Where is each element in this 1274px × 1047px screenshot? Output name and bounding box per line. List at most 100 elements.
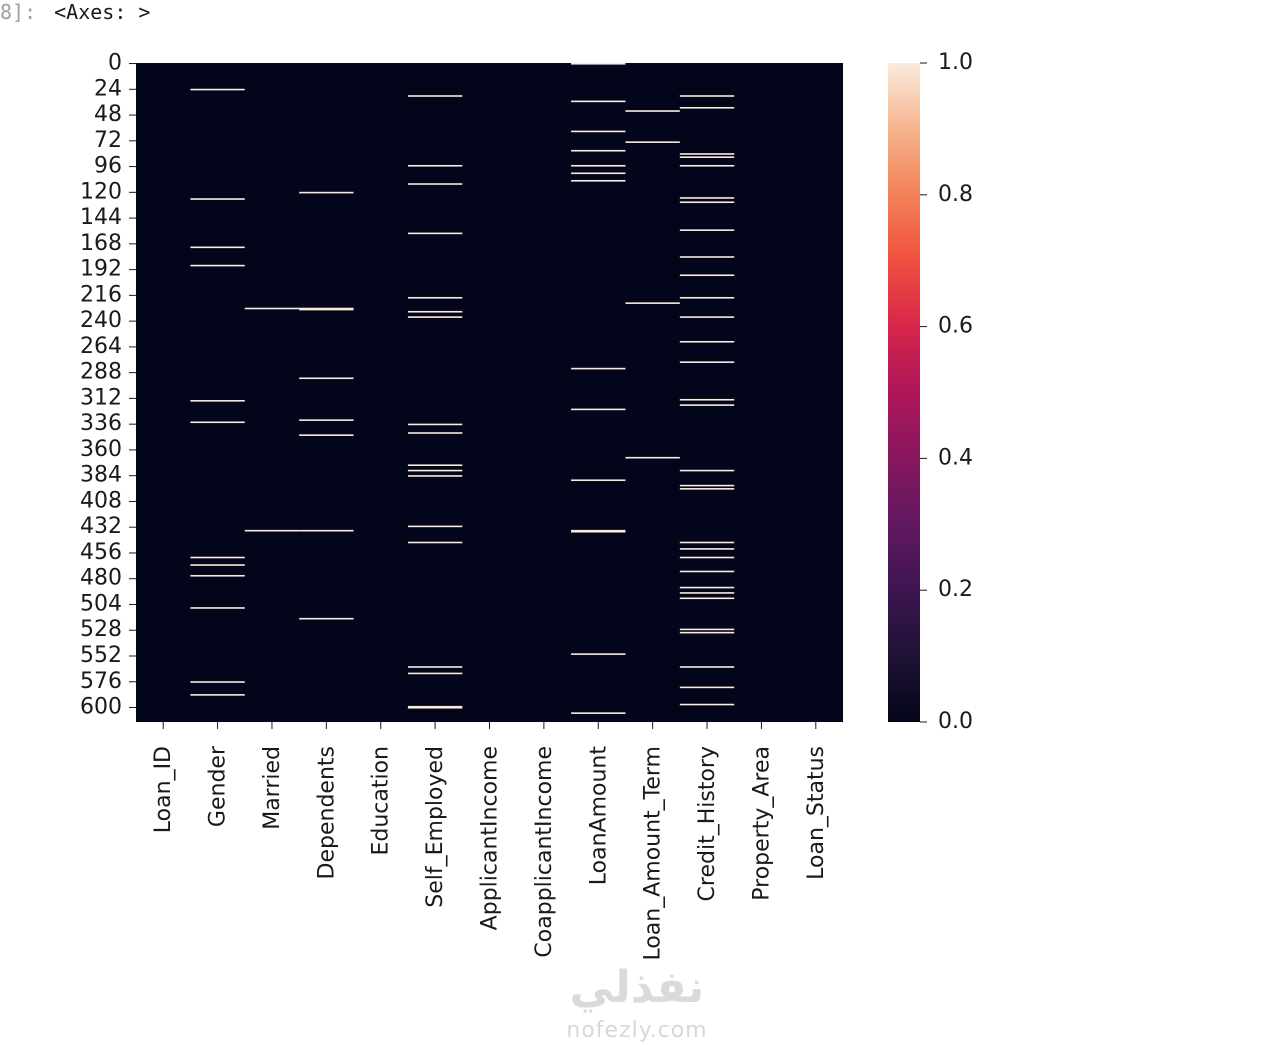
missing-cell-credit-history: [679, 586, 735, 589]
x-tick-label-loan-id: Loan_ID: [151, 746, 176, 833]
colorbar: 0.0 0.2 0.4 0.6 0.8 1.0: [888, 50, 973, 734]
missing-cell-loan-amount-term: [625, 110, 680, 112]
missing-cell-credit-history: [679, 274, 735, 277]
y-tick-label: 504: [80, 591, 122, 616]
missing-cell-gender: [190, 556, 245, 559]
y-tick-label: 96: [94, 154, 122, 179]
y-tick-label: 192: [80, 257, 122, 282]
missing-cell-loanamount: [571, 712, 626, 714]
missing-cell-loanamount: [571, 179, 626, 182]
missing-cell-gender: [190, 564, 245, 566]
missing-cell-gender: [190, 574, 245, 577]
missing-cell-self-employed: [407, 432, 463, 434]
missing-cell-gender: [190, 264, 245, 267]
missing-cell-credit-history: [679, 316, 735, 318]
y-tick-label: 552: [80, 643, 122, 668]
missing-cell-self-employed: [407, 666, 463, 668]
missing-cell-loanamount: [571, 130, 626, 133]
x-tick-label-gender: Gender: [206, 745, 231, 827]
missing-cell-credit-history: [679, 548, 735, 550]
missing-cell-self-employed: [407, 423, 463, 426]
missing-cell-credit-history: [679, 256, 735, 258]
colorbar-tick-label: 0.4: [938, 445, 973, 470]
colorbar-gradient: [888, 63, 920, 722]
y-tick-label: 360: [80, 437, 122, 462]
x-tick-label-dependents: Dependents: [314, 746, 339, 879]
missing-cell-credit-history: [679, 398, 735, 401]
missing-cell-self-employed: [407, 310, 463, 313]
missing-cell-self-employed: [407, 672, 463, 675]
missing-cell-credit-history: [679, 164, 735, 167]
missing-cell-loan-amount-term: [625, 302, 680, 304]
y-tick-label: 384: [80, 463, 122, 488]
missing-cell-self-employed: [407, 525, 463, 528]
missing-cell-credit-history: [679, 296, 735, 299]
x-tick-label-loanamount: LoanAmount: [586, 746, 611, 886]
missing-cell-credit-history: [679, 153, 735, 155]
y-tick-label: 408: [80, 488, 122, 513]
y-tick-label: 264: [80, 334, 122, 359]
missing-cell-gender: [190, 246, 245, 249]
missing-cell-credit-history: [679, 570, 735, 573]
missing-cell-married: [244, 529, 300, 532]
missing-cell-credit-history: [679, 631, 735, 634]
missing-cell-credit-history: [679, 484, 735, 487]
y-tick-label: 288: [80, 360, 122, 385]
y-tick-label: 480: [80, 566, 122, 591]
missing-cell-loanamount: [571, 367, 626, 370]
x-tick-label-education: Education: [369, 746, 394, 856]
missing-cell-gender: [190, 607, 245, 609]
y-tick-label: 528: [80, 617, 122, 642]
cell-output-repr: <Axes: >: [54, 0, 151, 24]
y-tick-label: 576: [80, 669, 122, 694]
missing-cell-self-employed: [407, 296, 463, 299]
missing-cell-dependents: [299, 419, 354, 421]
missing-cell-credit-history: [679, 361, 735, 363]
missing-cell-self-employed: [407, 95, 463, 97]
y-tick-label: 456: [80, 540, 122, 565]
missing-cell-self-employed: [407, 469, 463, 472]
missing-cell-loanamount: [571, 164, 626, 167]
missing-cell-credit-history: [679, 597, 735, 600]
missing-cell-credit-history: [679, 703, 735, 706]
missing-cell-self-employed: [407, 232, 463, 235]
missing-cell-credit-history: [679, 156, 735, 158]
colorbar-tick-label: 1.0: [938, 50, 973, 75]
cell-output-prompt: 8]: <Axes: >: [0, 0, 150, 26]
missing-cell-dependents: [299, 434, 354, 436]
missing-cell-self-employed: [407, 705, 463, 708]
missing-cell-credit-history: [679, 340, 735, 343]
missing-cell-loan-amount-term: [625, 141, 680, 143]
missing-cell-dependents: [299, 617, 354, 620]
missing-cell-self-employed: [407, 541, 463, 544]
missing-cell-credit-history: [679, 197, 735, 199]
missing-cell-loanamount: [571, 653, 626, 655]
missing-cell-credit-history: [679, 556, 735, 559]
missing-cell-loanamount: [571, 479, 626, 482]
x-tick-label-loan-status: Loan_Status: [804, 746, 829, 880]
missing-cell-dependents: [299, 191, 354, 194]
y-tick-label: 24: [94, 76, 122, 101]
missing-cell-loanamount: [571, 63, 626, 65]
x-tick-label-property-area: Property_Area: [749, 746, 774, 901]
missing-cell-credit-history: [679, 488, 735, 490]
missing-cell-credit-history: [679, 541, 735, 544]
missing-cell-credit-history: [679, 592, 735, 594]
missing-cell-dependents: [299, 529, 354, 532]
y-tick-label: 120: [80, 179, 122, 204]
y-tick-label: 240: [80, 308, 122, 333]
missing-cell-gender: [190, 88, 245, 91]
y-tick-label: 144: [80, 205, 122, 230]
y-tick-label: 72: [94, 128, 122, 153]
x-tick-label-applicantincome: ApplicantIncome: [478, 746, 503, 930]
missing-cell-self-employed: [407, 316, 463, 318]
missing-cell-dependents: [299, 307, 354, 310]
colorbar-tick-label: 0.0: [938, 709, 973, 734]
missing-cell-gender: [190, 694, 245, 696]
y-tick-label: 312: [80, 385, 122, 410]
y-tick-label: 0: [108, 51, 122, 76]
colorbar-tick-label: 0.2: [938, 577, 973, 602]
x-tick-label-credit-history: Credit_History: [695, 746, 720, 901]
missing-cell-credit-history: [679, 107, 735, 109]
